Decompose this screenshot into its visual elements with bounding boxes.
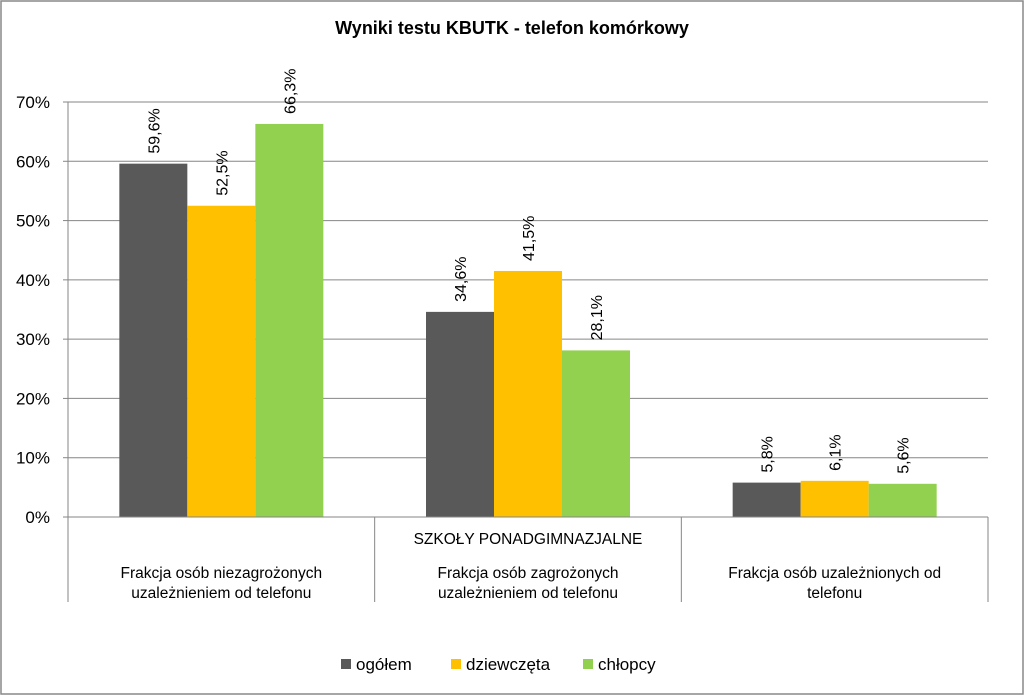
legend-label: dziewczęta [466, 655, 551, 674]
legend: ogółem dziewczęta chłopcy [341, 655, 656, 674]
bar-ogółem [426, 311, 494, 517]
category-label-line: Frakcja osób uzależnionych od [728, 565, 941, 582]
bar-dziewczęta [187, 205, 256, 517]
data-label: 52,5% [214, 150, 231, 195]
legend-swatch-ogółem [341, 659, 351, 669]
legend-swatch-dziewczęta [451, 659, 461, 669]
chart-title: Wyniki testu KBUTK - telefon komórkowy [335, 18, 689, 38]
y-tick-label: 20% [16, 389, 50, 408]
x-axis: Frakcja osób niezagrożonych uzależnieniem… [67, 516, 989, 602]
category-label-line: Frakcja osób zagrożonych [438, 565, 619, 582]
bars: 59,6% 34,6% 5,8% 52,5% 41,5% 6,1% 66,3% 28,1% 5,… [119, 69, 937, 517]
bar-ogółem [732, 482, 801, 517]
data-label: 28,1% [589, 295, 606, 340]
y-tick-label: 0% [25, 508, 50, 527]
category-label: Frakcja osób uzależnionych od telefonu [728, 565, 941, 602]
bar-chłopcy [255, 123, 324, 517]
category-label-line: telefonu [807, 585, 862, 602]
data-label: 34,6% [453, 256, 470, 301]
data-label: 41,5% [521, 216, 538, 261]
category-label-line: Frakcja osób niezagrożonych [121, 565, 323, 582]
data-label: 5,8% [760, 436, 777, 472]
category-label-line: uzależnieniem od telefonu [438, 585, 618, 602]
y-tick-label: 60% [16, 152, 50, 171]
y-tick-label: 70% [16, 93, 50, 112]
data-label: 6,1% [828, 434, 845, 470]
data-label: 5,6% [896, 437, 913, 473]
y-tick-label: 30% [16, 330, 50, 349]
legend-swatch-chłopcy [583, 659, 593, 669]
category-label: Frakcja osób niezagrożonych uzależnieniem… [121, 565, 323, 602]
bar-ogółem [119, 163, 188, 517]
legend-label: chłopcy [598, 655, 656, 674]
bar-chłopcy [562, 350, 630, 517]
y-tick-label: 10% [16, 449, 50, 468]
legend-label: ogółem [356, 655, 412, 674]
bar-dziewczęta [494, 270, 562, 517]
category-label-line: uzależnieniem od telefonu [131, 585, 311, 602]
bar-chłopcy [868, 483, 937, 517]
data-label: 66,3% [282, 69, 299, 114]
category-label: Frakcja osób zagrożonych uzależnieniem od… [438, 565, 619, 602]
y-tick-label: 50% [16, 212, 50, 231]
bar-dziewczęta [800, 480, 869, 517]
y-tick-label: 40% [16, 271, 50, 290]
group-label: SZKOŁY PONADGIMNAZJALNE [414, 531, 643, 548]
data-label: 59,6% [146, 108, 163, 153]
